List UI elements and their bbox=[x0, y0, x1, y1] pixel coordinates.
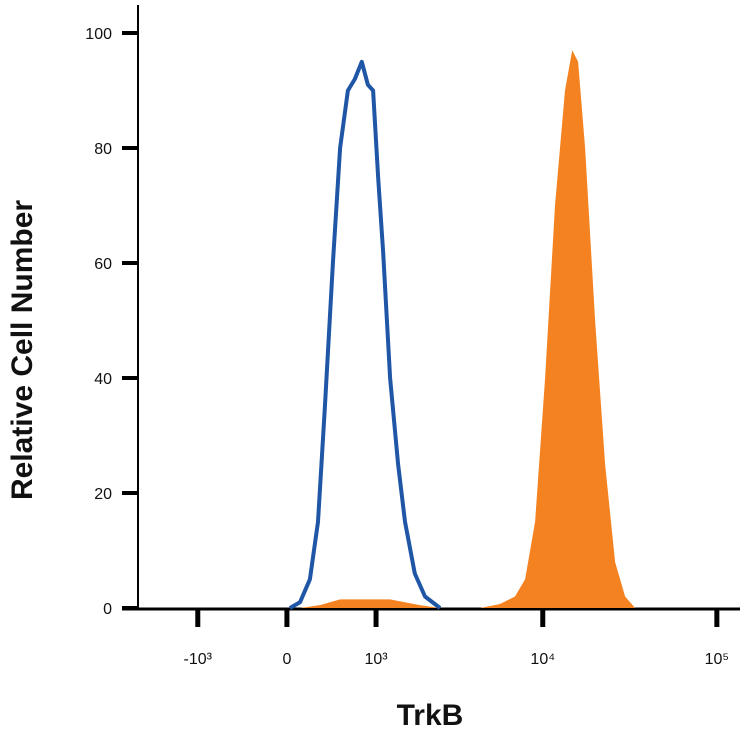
x-tick-label: 10⁵ bbox=[705, 651, 729, 668]
y-tick-label: 40 bbox=[94, 371, 112, 388]
histogram-outline bbox=[288, 59, 442, 610]
y-tick-label: 0 bbox=[103, 601, 112, 618]
y-tick-label: 100 bbox=[85, 26, 112, 43]
y-tick-label: 80 bbox=[94, 141, 112, 158]
y-axis-title: Relative Cell Number bbox=[6, 200, 39, 500]
y-tick-label: 20 bbox=[94, 486, 112, 503]
x-tick-label: 0 bbox=[282, 651, 291, 668]
x-axis-title: TrkB bbox=[397, 699, 464, 732]
x-tick-label: 10⁴ bbox=[530, 651, 555, 668]
x-tick-label: -10³ bbox=[184, 651, 213, 668]
y-tick-label: 60 bbox=[94, 256, 112, 273]
x-tick-label: 10³ bbox=[364, 651, 388, 668]
histogram-area bbox=[300, 50, 636, 609]
